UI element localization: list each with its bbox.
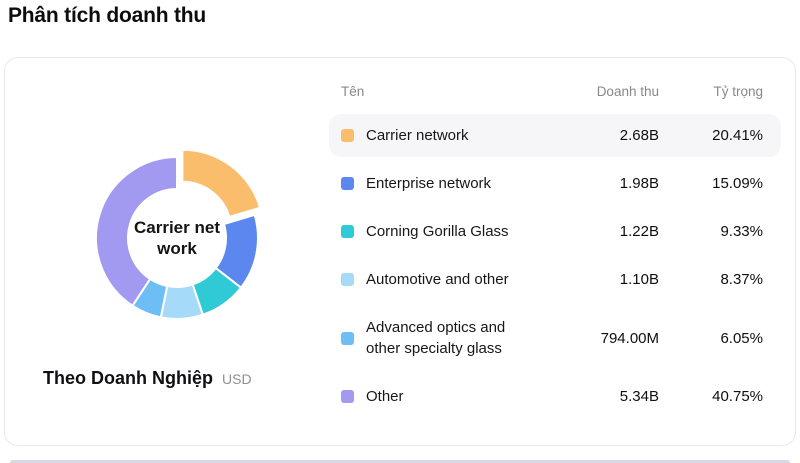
series-revenue: 1.10B (619, 271, 659, 288)
legend-table-header: Tên Doanh thu Tỷ trọng (329, 84, 781, 99)
series-share: 15.09% (712, 175, 763, 192)
series-name: Corning Gorilla Glass (366, 223, 509, 240)
series-color-swatch (341, 390, 354, 403)
series-revenue: 1.98B (619, 175, 659, 192)
next-section-edge (10, 460, 790, 463)
series-name: Enterprise network (366, 175, 492, 192)
chart-footer-unit: USD (222, 371, 252, 387)
table-row[interactable]: Other 5.34B 40.75% (329, 375, 781, 418)
series-color-swatch (341, 129, 354, 142)
chart-footer: Theo Doanh Nghiệp USD (43, 368, 252, 389)
header-revenue: Doanh thu (596, 84, 659, 99)
revenue-analysis-card: Carrier net work Theo Doanh Nghiệp USD Tê… (4, 57, 796, 446)
legend-table: Tên Doanh thu Tỷ trọng Carrier network 2.… (329, 84, 781, 423)
series-share: 6.05% (720, 329, 763, 347)
series-name: Automotive and other (366, 271, 509, 288)
header-share: Tỷ trọng (713, 84, 763, 99)
series-name: Advanced optics and other specialty glas… (366, 319, 506, 357)
table-row[interactable]: Carrier network 2.68B 20.41% (329, 114, 781, 157)
series-revenue: 1.22B (619, 223, 659, 240)
series-color-swatch (341, 177, 354, 190)
series-name: Other (366, 388, 404, 405)
series-share: 20.41% (712, 127, 763, 144)
series-revenue: 5.34B (619, 388, 659, 405)
table-row[interactable]: Enterprise network 1.98B 15.09% (329, 162, 781, 205)
table-row[interactable]: Corning Gorilla Glass 1.22B 9.33% (329, 210, 781, 253)
header-name: Tên (341, 84, 365, 99)
donut-slice-5[interactable] (95, 156, 178, 307)
table-row[interactable]: Advanced optics and other specialty glas… (329, 306, 781, 370)
donut-slice-0[interactable] (181, 148, 262, 218)
series-revenue: 2.68B (619, 127, 659, 144)
series-revenue: 794.00M (600, 329, 659, 347)
donut-chart[interactable] (67, 128, 287, 348)
series-color-swatch (341, 273, 354, 286)
series-share: 40.75% (712, 388, 763, 405)
donut-chart-container: Carrier net work (67, 128, 287, 348)
chart-footer-title: Theo Doanh Nghiệp (43, 368, 213, 388)
series-color-swatch (341, 331, 354, 345)
legend-table-body: Carrier network 2.68B 20.41% Enterprise net… (329, 114, 781, 418)
series-color-swatch (341, 225, 354, 238)
table-row[interactable]: Automotive and other 1.10B 8.37% (329, 258, 781, 301)
page-title: Phân tích doanh thu (8, 4, 207, 27)
series-share: 9.33% (720, 223, 763, 240)
series-share: 8.37% (720, 271, 763, 288)
series-name: Carrier network (366, 127, 469, 144)
chart-pane: Carrier net work Theo Doanh Nghiệp USD (5, 58, 329, 445)
